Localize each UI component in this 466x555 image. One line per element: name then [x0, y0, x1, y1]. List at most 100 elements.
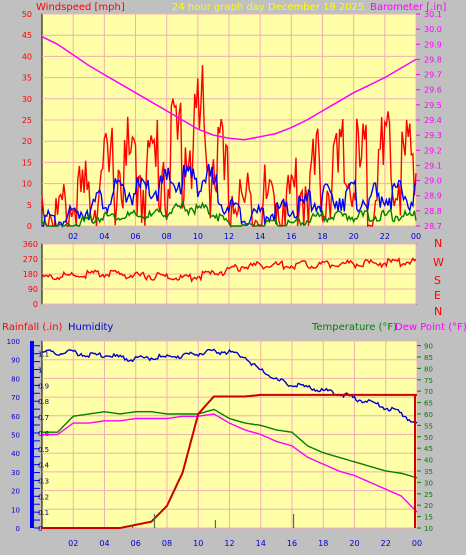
- barometer-tick-label: 29.6: [424, 86, 442, 95]
- wind-x-tick-label: 00: [411, 232, 421, 241]
- rain-tick-label: 0.7: [38, 414, 49, 422]
- temp-tick-label: 45: [424, 445, 433, 453]
- barometer-tick-label: 28.7: [424, 222, 442, 231]
- direction-line: [41, 257, 417, 283]
- temp-x-tick-label: 00: [412, 539, 422, 548]
- humidity-tick-label: 80: [11, 375, 20, 383]
- rain-tick-label: 1.1: [38, 351, 49, 359]
- temp-tick-label: 55: [424, 422, 433, 430]
- temp-x-tick-label: 16: [287, 539, 297, 548]
- temp-tick-label: 60: [424, 411, 433, 419]
- rain-tick-label: 0: [38, 525, 42, 533]
- rain-axis-label: Rainfall (.in): [2, 322, 63, 333]
- temp-x-tick-label: 04: [99, 539, 109, 548]
- temp-x-axis: 02 04 06 08 10 12 14 16 18 20 22 00: [68, 539, 422, 548]
- temp-tick-label: 80: [424, 365, 433, 373]
- temp-tick-label: 40: [424, 457, 433, 465]
- direction-y-axis: 0 90 180 270 360: [23, 240, 38, 309]
- wind-series: [41, 36, 417, 229]
- barometer-tick-label: 29.3: [424, 131, 442, 140]
- humidity-tick-label: 20: [11, 488, 20, 496]
- compass-w: W: [433, 256, 444, 269]
- humidity-tick-label: 70: [11, 394, 20, 402]
- wind-average-line: [42, 163, 417, 228]
- temp-x-tick-label: 02: [68, 539, 78, 548]
- rain-tick-label: 0.1: [38, 509, 49, 517]
- temp-x-tick-label: 18: [318, 539, 328, 548]
- rain-tick-label: 0.9: [38, 382, 49, 390]
- rain-tick-label: 0.4: [38, 462, 50, 470]
- temperature-axis-label: Temperature (°F): [311, 322, 397, 333]
- temp-tick-label: 30: [424, 479, 433, 487]
- temp-x-tick-label: 12: [224, 539, 234, 548]
- wind-tick-label: 35: [22, 74, 32, 83]
- wind-tick-label: 25: [22, 116, 32, 125]
- wind-x-tick-label: 04: [99, 232, 109, 241]
- rain-tick-label: 1: [38, 367, 42, 375]
- rainfall-line: [42, 393, 417, 529]
- wind-tick-label: 50: [22, 10, 32, 19]
- humidity-axis-label: Humidity: [68, 322, 113, 333]
- temp-x-tick-label: 14: [256, 539, 266, 548]
- humidity-tick-label: 0: [16, 525, 20, 533]
- humidity-y-axis: 0 10 20 30 40 50 60 70 80 90 100: [7, 338, 20, 533]
- temp-x-tick-label: 10: [193, 539, 203, 548]
- wind-tick-label: 45: [22, 31, 32, 40]
- temp-tick-label: 70: [424, 388, 433, 396]
- wind-x-tick-label: 14: [255, 232, 265, 241]
- barometer-tick-label: 29.0: [424, 177, 442, 186]
- compass-n-top: N: [434, 237, 442, 250]
- wind-x-axis: 02 04 06 08 10 12 14 16 18 20 22 00: [68, 232, 421, 241]
- barometer-line: [41, 36, 417, 141]
- temp-series: [41, 348, 418, 529]
- barometer-tick-label: 30.1: [424, 10, 442, 19]
- compass-n-bottom: N: [434, 305, 442, 318]
- barometer-tick-label: 29.1: [424, 161, 442, 170]
- compass-s: S: [434, 274, 441, 287]
- wind-tick-label: 10: [22, 180, 32, 189]
- wind-tick-label: 5: [27, 201, 32, 210]
- barometer-tick-label: 29.9: [424, 40, 442, 49]
- barometer-y-axis: 28.7 28.8 28.9 29.0 29.1 29.2 29.3 29.4 29.5 29.6…: [416, 10, 442, 231]
- temp-tick-label: 90: [424, 343, 433, 351]
- humidity-tick-label: 10: [11, 506, 20, 514]
- barometer-tick-label: 30.0: [424, 25, 442, 34]
- temp-tick-label: 65: [424, 400, 433, 408]
- humidity-tick-label: 50: [11, 432, 20, 440]
- humidity-tick-label: 30: [11, 469, 20, 477]
- wind-tick-label: 40: [22, 52, 32, 61]
- temp-tick-label: 20: [424, 502, 433, 510]
- temp-tick-label: 15: [424, 514, 433, 522]
- wind-x-tick-label: 22: [380, 232, 390, 241]
- wind-x-tick-label: 08: [162, 232, 172, 241]
- wind-x-tick-label: 18: [317, 232, 327, 241]
- wind-x-tick-label: 06: [130, 232, 140, 241]
- compass-e: E: [434, 289, 441, 302]
- barometer-axis-label: Barometer [.in]: [370, 2, 446, 13]
- rain-tick-label: 0.2: [38, 493, 49, 501]
- humidity-line: [41, 348, 418, 425]
- rain-axis-bar: [30, 341, 34, 528]
- barometer-tick-label: 29.5: [424, 101, 442, 110]
- wind-x-tick-label: 02: [68, 232, 78, 241]
- temp-x-tick-label: 08: [162, 539, 172, 548]
- temp-tick-label: 50: [424, 434, 433, 442]
- temperature-line: [42, 408, 418, 479]
- wind-tick-label: 0: [27, 222, 32, 231]
- wind-tick-label: 15: [22, 158, 32, 167]
- humidity-tick-label: 90: [11, 357, 20, 365]
- wind-x-tick-label: 16: [286, 232, 296, 241]
- dewpoint-line: [42, 413, 418, 513]
- humidity-tick-label: 40: [11, 450, 20, 458]
- rain-tick-label: 0.5: [38, 446, 49, 454]
- wind-axis-label: Windspeed [mph]: [36, 2, 125, 13]
- temp-tick-label: 85: [424, 354, 433, 362]
- barometer-tick-label: 28.8: [424, 207, 442, 216]
- temp-tick-label: 75: [424, 377, 433, 385]
- direction-tick-label: 270: [23, 255, 38, 264]
- humidity-tick-label: 100: [7, 338, 20, 346]
- temp-tick-label: 25: [424, 491, 433, 499]
- barometer-tick-label: 29.2: [424, 146, 442, 155]
